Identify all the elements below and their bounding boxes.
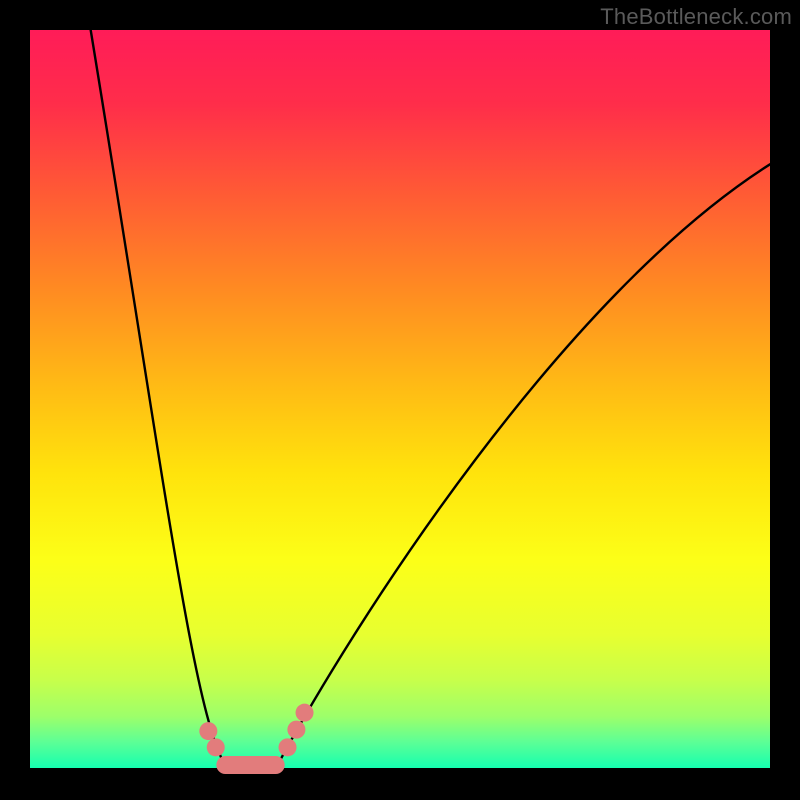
marker-dot bbox=[199, 722, 217, 740]
chart-container: TheBottleneck.com bbox=[0, 0, 800, 800]
marker-dot bbox=[279, 738, 297, 756]
watermark-text: TheBottleneck.com bbox=[600, 4, 792, 30]
marker-dot bbox=[287, 721, 305, 739]
marker-dot bbox=[296, 704, 314, 722]
marker-dot bbox=[207, 738, 225, 756]
bottleneck-curve-chart bbox=[0, 0, 800, 800]
plot-background bbox=[30, 30, 770, 768]
